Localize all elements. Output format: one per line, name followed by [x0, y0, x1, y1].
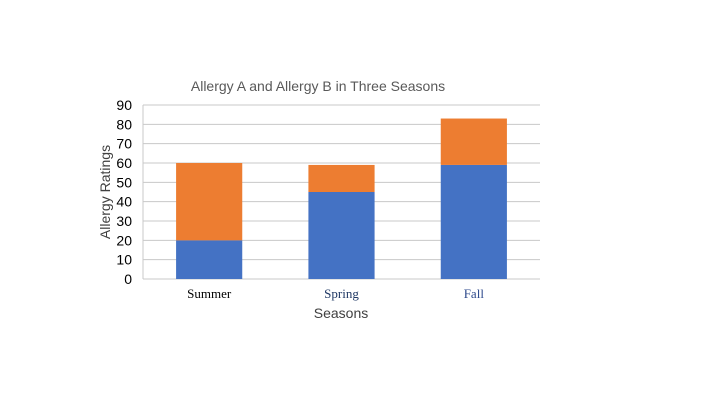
- bar-segment-lower-summer: [176, 240, 243, 279]
- y-tick-label: 0: [124, 271, 132, 287]
- y-tick-label: 70: [116, 136, 132, 152]
- bar-segment-lower-fall: [440, 164, 507, 279]
- x-axis-title: Seasons: [314, 305, 368, 321]
- y-tick-label: 10: [116, 252, 132, 268]
- y-tick-label: 90: [116, 97, 132, 113]
- y-tick-label: 60: [116, 155, 132, 171]
- y-tick-label: 20: [116, 232, 132, 248]
- y-tick-labels: 0 10 20 30 40 50 60 70 80 90: [116, 97, 132, 287]
- chart-title: Allergy A and Allergy B in Three Seasons: [191, 78, 445, 94]
- x-tick-label: Fall: [464, 286, 485, 301]
- bar-segment-upper-fall: [440, 118, 507, 165]
- y-tick-label: 80: [116, 116, 132, 132]
- x-tick-label: Spring: [324, 286, 359, 301]
- y-tick-label: 30: [116, 213, 132, 229]
- bars: [176, 118, 507, 279]
- y-tick-label: 50: [116, 174, 132, 190]
- bar-segment-upper-spring: [308, 164, 375, 192]
- x-tick-label: Summer: [187, 286, 232, 301]
- bar-segment-upper-summer: [176, 163, 243, 241]
- bar-segment-lower-spring: [308, 192, 375, 279]
- x-tick-labels: Summer Spring Fall: [187, 286, 484, 301]
- y-tick-label: 40: [116, 194, 132, 210]
- y-axis-title: Allergy Ratings: [97, 145, 113, 239]
